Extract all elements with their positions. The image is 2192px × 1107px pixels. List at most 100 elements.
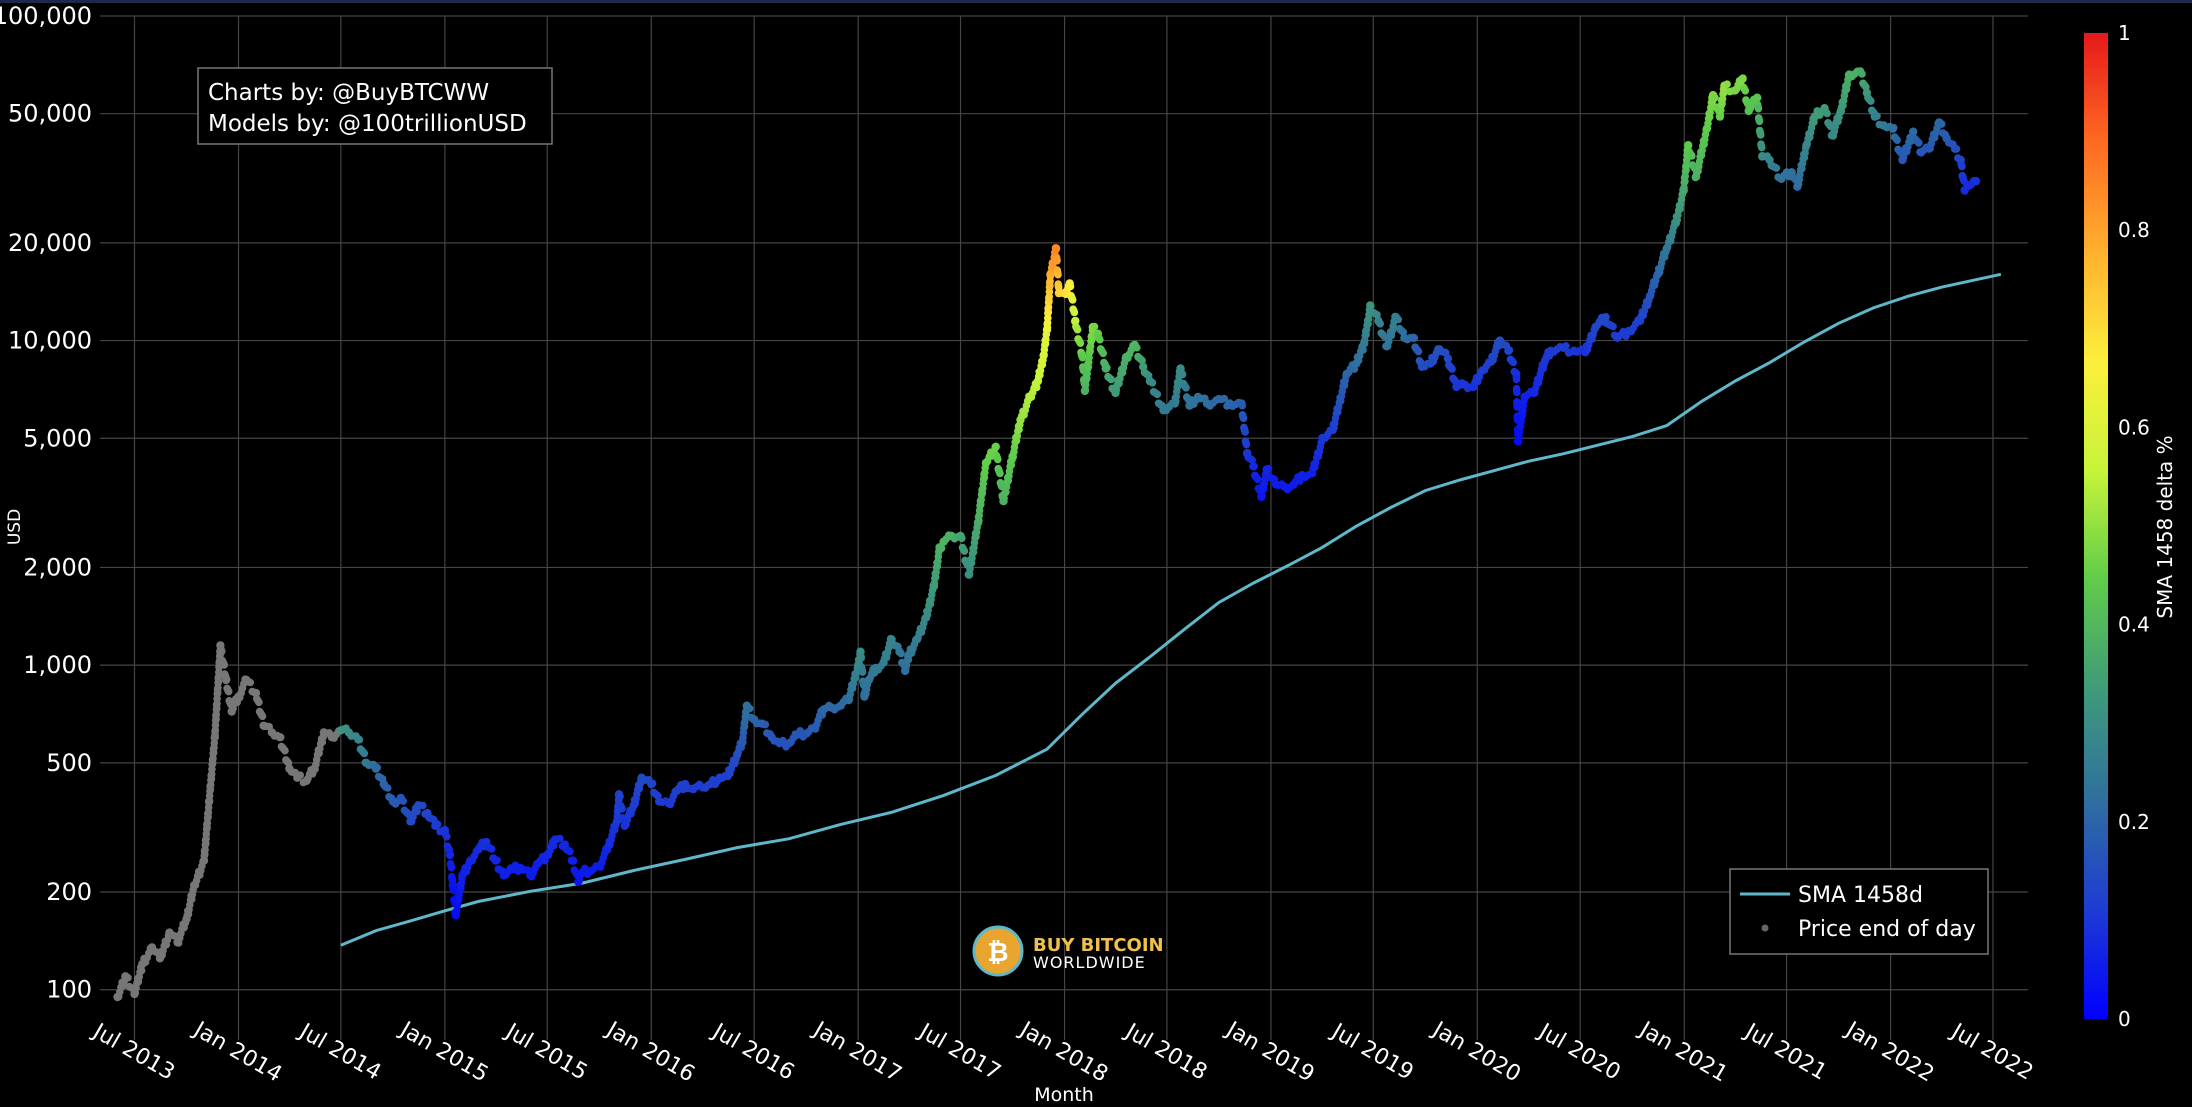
price-point-fill [255,698,263,707]
price-point-fill [224,687,233,696]
price-point-fill [618,805,626,813]
price-point-fill [246,678,255,687]
price-point-fill [1078,353,1087,362]
watermark-logo: ₿ BUY BITCOIN WORLDWIDE [972,925,1164,977]
price-point-fill [222,675,231,684]
price-point-fill [1376,320,1384,328]
price-point-fill [137,966,146,975]
price-point-fill [258,712,267,721]
annotation-models-by: Models by: @100trillionUSD [208,111,527,137]
bitcoin-logo-icon [972,925,1024,977]
price-point-fill [220,661,228,669]
price-point-fill [360,749,369,758]
price-point-fill [446,850,455,859]
price-point-fill [1937,120,1946,128]
price-point-fill [1076,339,1085,348]
price-point-fill [1054,270,1062,279]
price-point-fill [858,668,867,676]
y-tick-label-20-000: 20,000 [8,229,92,257]
price-point-fill [1068,296,1077,304]
price-point-fill [1253,475,1262,484]
price-point-fill [1509,358,1518,367]
price-point-fill [1867,97,1875,105]
price-point-fill [296,771,305,779]
price-point-fill [746,704,754,713]
grid-layer [100,15,2028,1040]
x-axis-label: Month [1034,1084,1094,1106]
price-point-fill [1958,162,1966,171]
price-point-fill [1688,152,1696,160]
price-point-fill [433,820,442,828]
colorbar-tick-0-2: 0.2 [2118,810,2150,834]
price-point-fill [419,801,427,810]
sma-line [340,272,2002,947]
price-point-fill [1414,347,1423,356]
price-point-fill [1090,322,1099,331]
y-tick-label-10-000: 10,000 [8,327,92,355]
price-point-fill [556,834,564,843]
legend-frame [1729,868,1989,955]
price-point-fill [1756,131,1765,139]
price-point-fill [1373,311,1381,319]
colorbar-title: SMA 1458 delta % [2153,435,2177,618]
price-point-fill [1754,104,1763,113]
price-point-fill [443,833,451,841]
price-point-fill [616,792,624,801]
price-point-fill [1133,343,1141,352]
y-tick-label-100: 100 [46,976,92,1004]
price-point [1071,316,1080,326]
price-point-fill [1153,390,1162,399]
price-point-fill [1513,403,1521,411]
price-point-fill [1032,383,1041,392]
price-point-fill [1741,87,1750,95]
colorbar-tick-0-8: 0.8 [2118,218,2150,242]
price-point-fill [1758,143,1766,152]
price-point-fill [1096,335,1104,344]
price-point-fill [449,886,458,895]
price-point-fill [1873,112,1881,120]
price-point-fill [383,784,392,792]
colorbar-tick-0: 0 [2118,1007,2131,1031]
price-point-fill [487,845,496,853]
points-layer [113,67,1981,1002]
price-point-fill [1448,365,1456,373]
price-point-fill [994,455,1002,464]
price-point [1909,127,1918,136]
legend-label-sma: SMA 1458d [1798,883,1923,908]
price-point-fill [124,974,132,982]
price-point-fill [550,842,558,850]
price-point [1753,93,1762,102]
bitcoin-symbol-icon: ₿ [987,938,1008,968]
price-point-fill [897,649,905,658]
annotation-charts-by: Charts by: @BuyBTCWW [208,80,489,106]
price-point-fill [1723,80,1731,88]
legend-label-price: Price end of day [1798,917,1976,942]
y-tick-label-100-000: 100,000 [0,2,92,30]
price-point-fill [1053,257,1061,265]
price-point-fill [1359,346,1367,354]
price-point-fill [1739,74,1747,82]
price-point-fill [1772,164,1781,172]
price-point-fill [1562,342,1570,350]
price-point-fill [1915,139,1923,147]
price-point-fill [1394,315,1403,324]
price-point [1443,354,1453,363]
price-point-fill [648,779,657,788]
price-point-fill [1178,370,1187,379]
colorbar-tick-1: 1 [2118,21,2131,45]
price-point-fill [281,746,289,755]
y-tick-label-1-000: 1,000 [23,651,92,679]
y-tick-label-500: 500 [46,749,92,777]
price-point-fill [1103,363,1111,372]
price-point-fill [1513,388,1521,397]
price-point [251,688,261,698]
price-point-fill [996,469,1004,478]
y-tick-label-5-000: 5,000 [23,424,92,452]
price-point-fill [1893,136,1901,144]
y-axis-label: USD [5,509,25,545]
price-point-fill [373,763,382,772]
price-point-fill [1755,117,1764,126]
price-point-fill [960,547,969,555]
